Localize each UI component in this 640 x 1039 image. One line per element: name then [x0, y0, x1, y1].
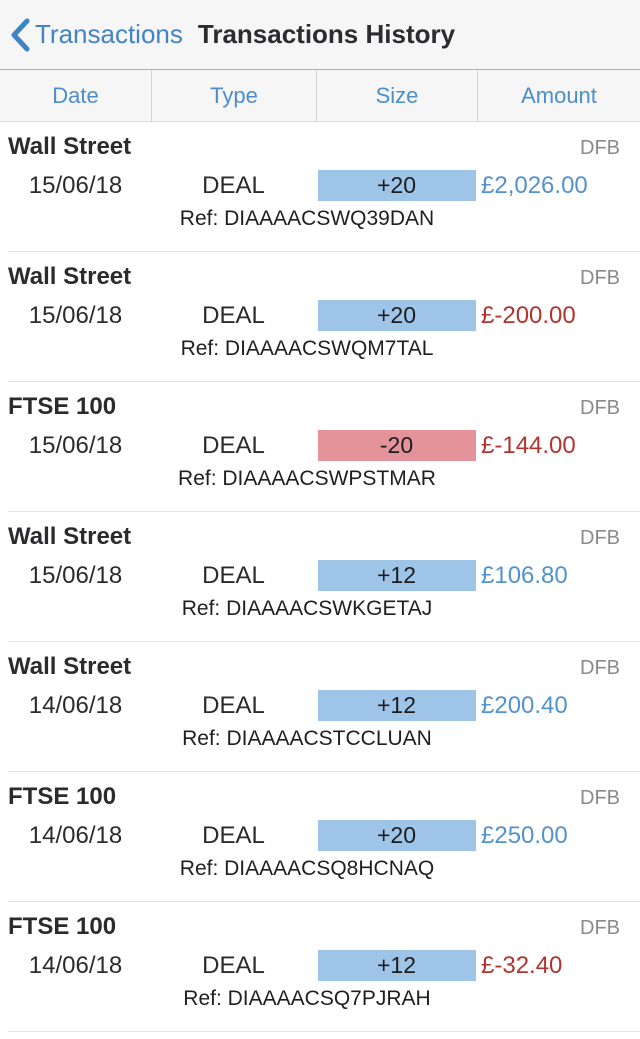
transaction-amount: £106.80: [481, 561, 568, 589]
transaction-detail-line: 15/06/18 DEAL -20 £-144.00: [0, 428, 640, 463]
transaction-ref-line: Ref: DIAAAACSWQM7TAL: [0, 337, 640, 365]
size-cell: +20: [316, 820, 477, 851]
transaction-ref: Ref: DIAAAACSWKGETAJ: [181, 597, 433, 620]
transaction-top-line: FTSE 100 DFB: [0, 783, 640, 815]
dfb-label: DFB: [580, 137, 620, 159]
navigation-bar: Transactions Transactions History: [0, 0, 640, 70]
table-header-row: Date Type Size Amount: [0, 70, 640, 122]
column-header-date: Date: [52, 82, 99, 108]
transaction-row[interactable]: Wall Street DFB 14/06/18 DEAL +12 £200.4…: [0, 642, 640, 772]
size-cell: -20: [316, 430, 477, 461]
transaction-amount: £250.00: [481, 821, 568, 849]
dfb-label: DFB: [580, 917, 620, 939]
transaction-amount: £-32.40: [481, 951, 563, 979]
transaction-row[interactable]: Wall Street DFB 15/06/18 DEAL +20 £-200.…: [0, 252, 640, 382]
transaction-amount: £-144.00: [481, 431, 576, 459]
dfb-label: DFB: [580, 527, 620, 549]
dfb-label: DFB: [580, 267, 620, 289]
transaction-row[interactable]: Wall Street DFB 15/06/18 DEAL +12 £106.8…: [0, 512, 640, 642]
page-title: Transactions History: [197, 19, 456, 49]
transaction-top-line: Wall Street DFB: [0, 263, 640, 295]
transaction-amount: £2,026.00: [481, 171, 588, 199]
size-cell: +20: [316, 300, 477, 331]
dfb-label: DFB: [580, 787, 620, 809]
transaction-top-line: Wall Street DFB: [0, 523, 640, 555]
size-cell: +12: [316, 560, 477, 591]
back-button-label: Transactions: [35, 19, 183, 49]
transaction-date: 15/06/18: [28, 561, 123, 589]
instrument-name: FTSE 100: [8, 913, 117, 940]
size-badge: +12: [317, 560, 476, 591]
transaction-ref-line: Ref: DIAAAACSWKGETAJ: [0, 597, 640, 625]
transaction-detail-line: 15/06/18 DEAL +12 £106.80: [0, 558, 640, 593]
transaction-date: 14/06/18: [28, 821, 123, 849]
column-header-type: Type: [151, 70, 316, 121]
size-badge: -20: [317, 430, 476, 461]
size-badge: +20: [317, 170, 476, 201]
column-header-size: Size: [316, 70, 477, 121]
transaction-ref: Ref: DIAAAACSQ8HCNAQ: [179, 857, 435, 880]
size-badge: +20: [317, 300, 476, 331]
transaction-top-line: FTSE 100 DFB: [0, 913, 640, 945]
transaction-row[interactable]: FTSE 100 DFB 15/06/18 DEAL -20 £-144.00 …: [0, 382, 640, 512]
transaction-ref: Ref: DIAAAACSWQ39DAN: [179, 207, 435, 230]
transaction-date: 15/06/18: [28, 431, 123, 459]
size-cell: +12: [316, 950, 477, 981]
instrument-name: Wall Street: [8, 653, 132, 680]
transaction-detail-line: 14/06/18 DEAL +12 £-32.40: [0, 948, 640, 983]
transaction-detail-line: 14/06/18 DEAL +12 £200.40: [0, 688, 640, 723]
dfb-label: DFB: [580, 657, 620, 679]
instrument-name: FTSE 100: [8, 783, 117, 810]
transaction-ref: Ref: DIAAAACSWQM7TAL: [180, 337, 434, 360]
transaction-date: 14/06/18: [28, 691, 123, 719]
size-badge: +12: [317, 950, 476, 981]
transaction-ref-line: Ref: DIAAAACSQ8HCNAQ: [0, 857, 640, 885]
transaction-type: DEAL: [202, 691, 265, 719]
instrument-name: Wall Street: [8, 523, 132, 550]
transaction-row[interactable]: FTSE 100 DFB 14/06/18 DEAL +12 £-32.40 R…: [0, 902, 640, 1032]
transaction-type: DEAL: [202, 431, 265, 459]
size-cell: +20: [316, 170, 477, 201]
transaction-row[interactable]: Wall Street DFB 15/06/18 DEAL +20 £2,026…: [0, 122, 640, 252]
back-chevron-icon: [11, 18, 30, 51]
size-badge: +12: [317, 690, 476, 721]
transaction-type: DEAL: [202, 171, 265, 199]
transaction-ref: Ref: DIAAAACSTCCLUAN: [182, 727, 432, 750]
transaction-ref: Ref: DIAAAACSWPSTMAR: [178, 467, 436, 490]
transaction-amount: £200.40: [481, 691, 568, 719]
transaction-date: 14/06/18: [28, 951, 123, 979]
transaction-row[interactable]: FTSE 100 DFB 14/06/18 DEAL +20 £250.00 R…: [0, 772, 640, 902]
transaction-amount: £-200.00: [481, 301, 576, 329]
transaction-type: DEAL: [202, 301, 265, 329]
transaction-detail-line: 15/06/18 DEAL +20 £-200.00: [0, 298, 640, 333]
transaction-top-line: FTSE 100 DFB: [0, 393, 640, 425]
size-cell: +12: [316, 690, 477, 721]
transaction-ref-line: Ref: DIAAAACSTCCLUAN: [0, 727, 640, 755]
transaction-ref: Ref: DIAAAACSQ7PJRAH: [183, 987, 431, 1010]
transaction-top-line: Wall Street DFB: [0, 133, 640, 165]
transaction-ref-line: Ref: DIAAAACSQ7PJRAH: [0, 987, 640, 1015]
instrument-name: FTSE 100: [8, 393, 117, 420]
column-header-amount: Amount: [477, 70, 640, 121]
transaction-top-line: Wall Street DFB: [0, 653, 640, 685]
transaction-date: 15/06/18: [28, 301, 123, 329]
transaction-ref-line: Ref: DIAAAACSWQ39DAN: [0, 207, 640, 235]
transaction-type: DEAL: [202, 951, 265, 979]
dfb-label: DFB: [580, 397, 620, 419]
transactions-list: Wall Street DFB 15/06/18 DEAL +20 £2,026…: [0, 122, 640, 1032]
transaction-type: DEAL: [202, 561, 265, 589]
size-badge: +20: [317, 820, 476, 851]
transaction-detail-line: 15/06/18 DEAL +20 £2,026.00: [0, 168, 640, 203]
back-button[interactable]: Transactions: [10, 18, 183, 52]
instrument-name: Wall Street: [8, 133, 132, 160]
transaction-ref-line: Ref: DIAAAACSWPSTMAR: [0, 467, 640, 495]
transaction-type: DEAL: [202, 821, 265, 849]
transaction-detail-line: 14/06/18 DEAL +20 £250.00: [0, 818, 640, 853]
instrument-name: Wall Street: [8, 263, 132, 290]
transaction-date: 15/06/18: [28, 171, 123, 199]
